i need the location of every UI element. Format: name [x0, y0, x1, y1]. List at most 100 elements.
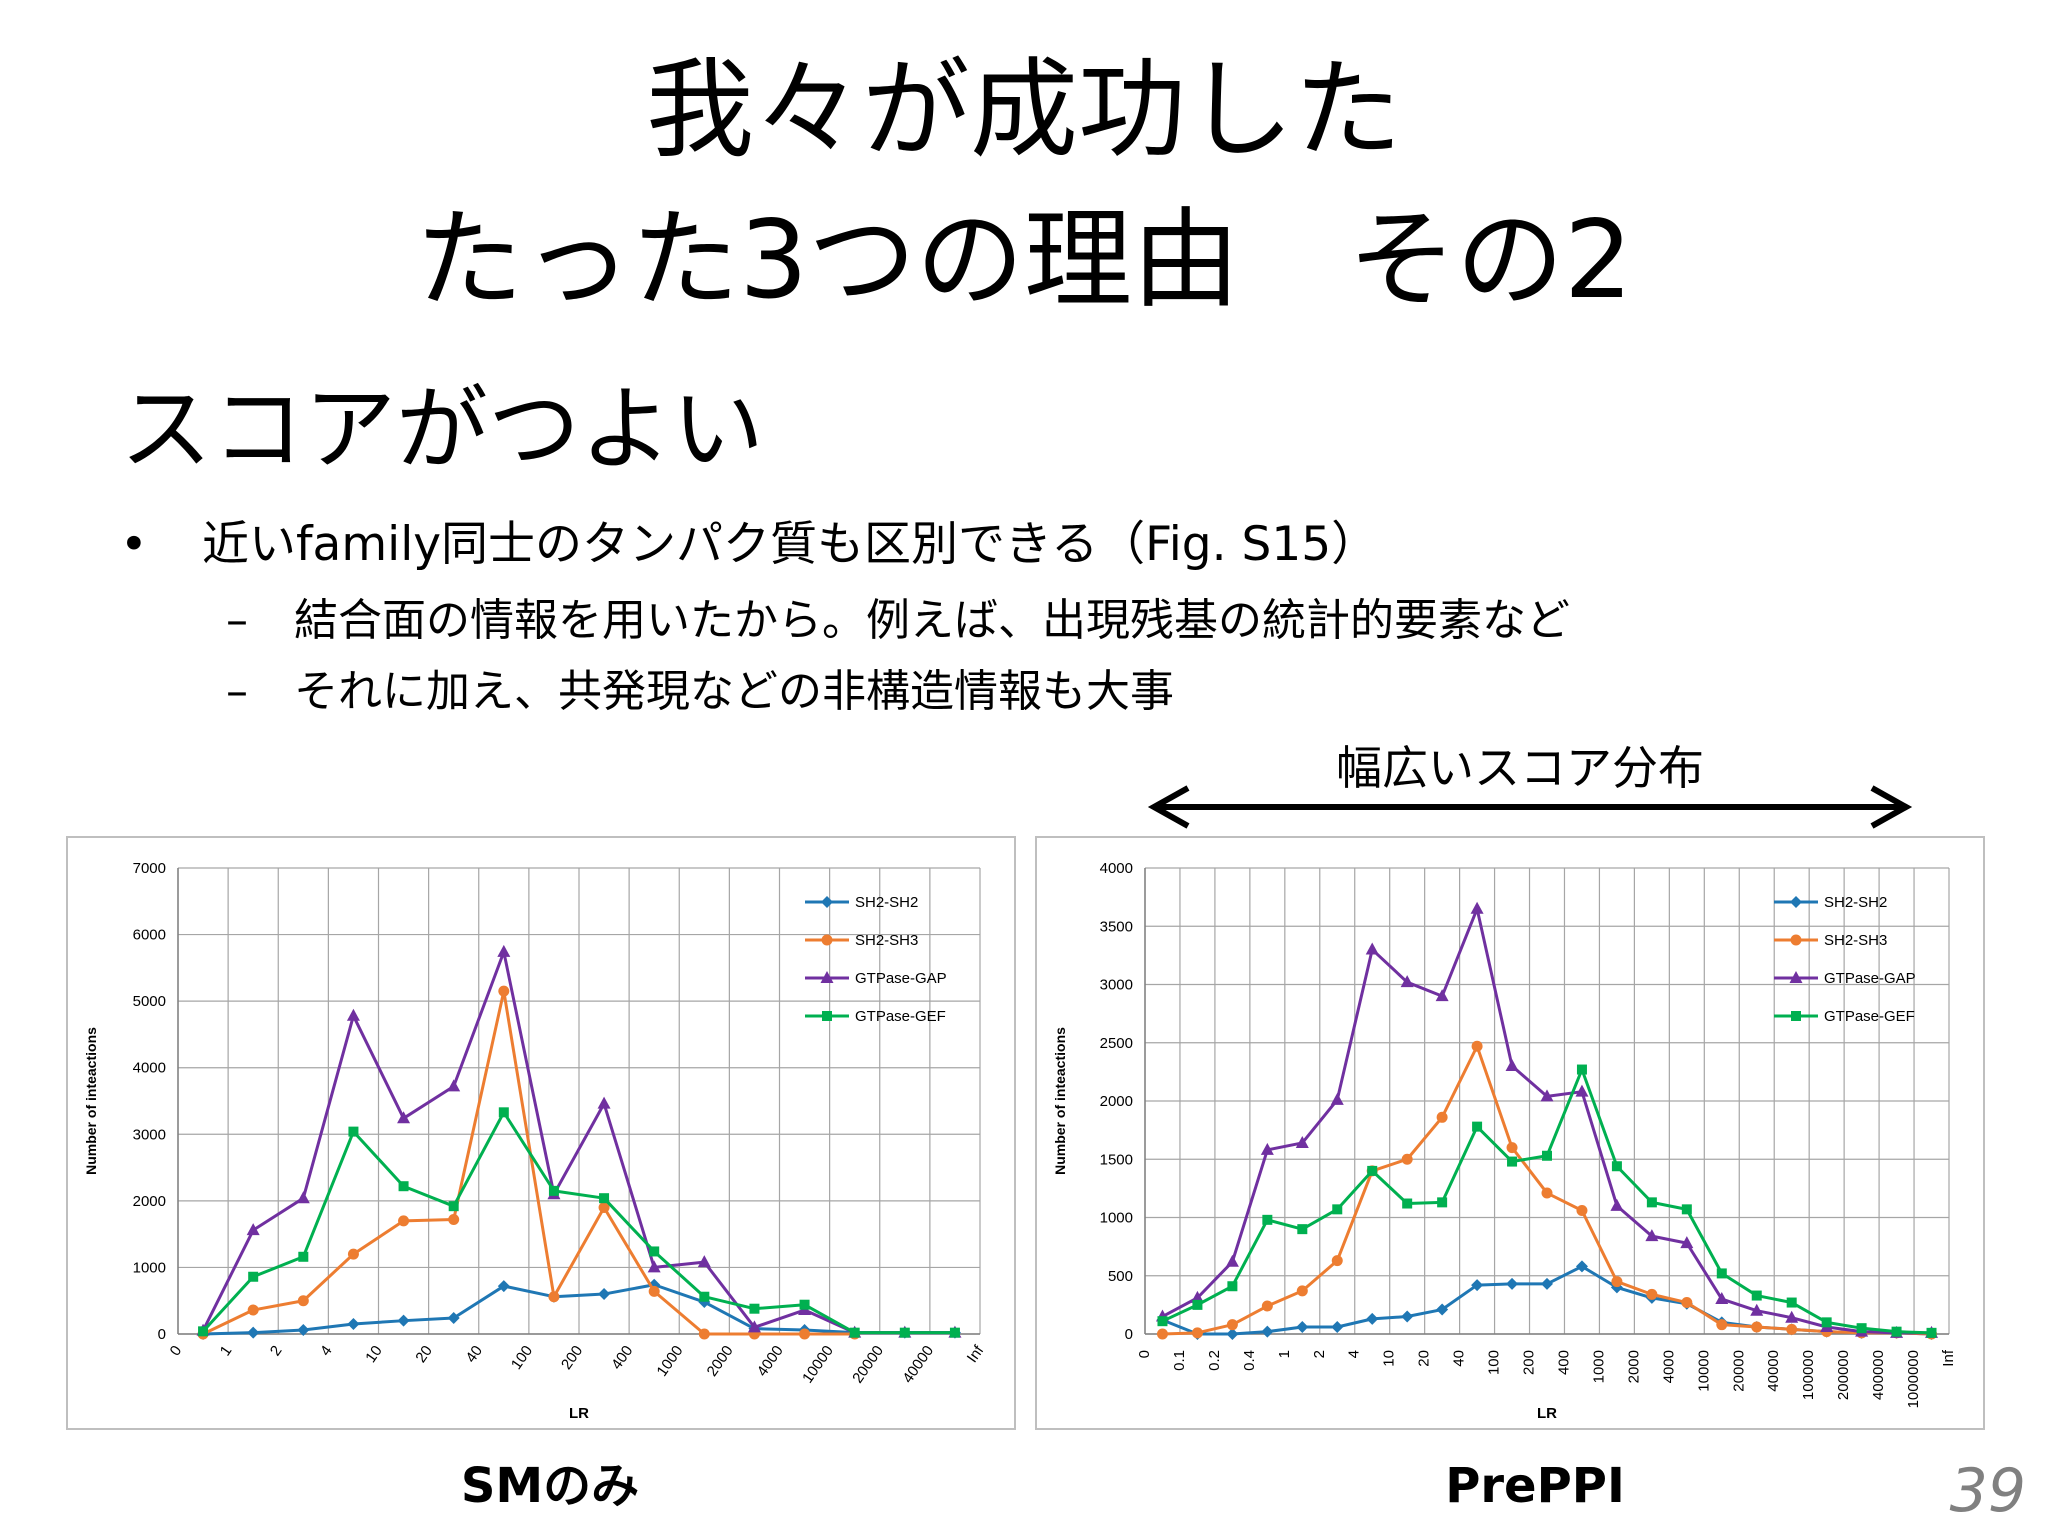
y-tick-label: 2000 — [133, 1193, 166, 1210]
line-chart-sm: 0 1000 2000 3000 4000 5000 6000 7000 0 1 2 4 10 20 40 1… — [83, 860, 988, 1422]
data-point-sh2-sh2 — [1261, 1325, 1274, 1338]
data-point-gtpase-gap — [296, 1191, 310, 1204]
data-point-gtpase-gef — [1437, 1197, 1448, 1208]
data-point-gtpase-gef — [1926, 1327, 1937, 1338]
data-point-gtpase-gef — [1821, 1317, 1832, 1328]
legend-marker — [1790, 896, 1802, 908]
data-point-sh2-sh2 — [1296, 1321, 1309, 1334]
legend-label: GTPase-GEF — [1824, 1008, 1915, 1025]
data-point-gtpase-gap — [1540, 1089, 1554, 1102]
data-point-sh2-sh3 — [1156, 1328, 1168, 1340]
data-point-sh2-sh3 — [1191, 1327, 1203, 1339]
data-point-gtpase-gap — [697, 1255, 711, 1268]
data-point-sh2-sh2 — [1471, 1279, 1484, 1292]
x-tick-label: 2 — [267, 1343, 286, 1360]
data-point-gtpase-gef — [1611, 1161, 1622, 1172]
series-line-gtpase-gef — [201, 1110, 955, 1335]
data-point-sh2-sh3 — [698, 1328, 710, 1340]
chart-preppi: 0 500 1000 1500 2000 2500 3000 3500 4000 0 0.1 0.2 0… — [1035, 836, 1985, 1430]
y-tick-label: 1500 — [1100, 1151, 1133, 1168]
data-point-gtpase-gef — [398, 1181, 409, 1192]
data-point-gtpase-gap — [1365, 942, 1379, 955]
double-arrow-icon — [1147, 785, 1913, 829]
legend-label: SH2-SH2 — [855, 894, 918, 911]
data-point-gtpase-gef — [1576, 1064, 1587, 1075]
data-point-sh2-sh2 — [497, 1280, 510, 1293]
legend-marker — [821, 934, 833, 946]
x-tick-label: 4 — [317, 1343, 336, 1360]
data-point-sh2-sh3 — [247, 1304, 259, 1316]
data-point-sh2-sh3 — [1331, 1255, 1343, 1267]
y-tick-label: 2500 — [1100, 1035, 1133, 1052]
y-tick-label: 3500 — [1100, 918, 1133, 935]
data-point-gtpase-gef — [1856, 1323, 1867, 1334]
data-point-gtpase-gap — [597, 1096, 611, 1109]
x-tick-label: 0 — [1136, 1350, 1153, 1358]
series-line-gtpase-gef — [1161, 1068, 1932, 1335]
x-tick-label: 0.1 — [1171, 1350, 1188, 1371]
legend-marker — [1791, 1011, 1801, 1021]
data-point-sh2-sh3 — [1436, 1111, 1448, 1123]
legend-label: SH2-SH3 — [1824, 932, 1887, 949]
data-point-gtpase-gap — [647, 1260, 661, 1273]
data-point-gtpase-gap — [397, 1111, 411, 1124]
x-tick-label: 10 — [362, 1343, 385, 1366]
data-point-sh2-sh2 — [648, 1278, 661, 1291]
legend-label: GTPase-GAP — [855, 970, 947, 987]
data-point-gtpase-gap — [1435, 989, 1449, 1002]
x-tick-label: 20 — [412, 1343, 435, 1366]
data-point-gtpase-gef — [548, 1185, 559, 1196]
x-tick-label: Inf — [964, 1342, 988, 1366]
data-point-gtpase-gef — [1542, 1150, 1552, 1161]
x-tick-label: 0.2 — [1206, 1350, 1223, 1371]
data-point-sh2-sh2 — [1506, 1277, 1519, 1290]
y-tick-label: 3000 — [1100, 977, 1133, 994]
data-point-sh2-sh2 — [297, 1324, 310, 1337]
data-point-gtpase-gef — [1157, 1316, 1168, 1327]
bullet-marker: • — [120, 517, 148, 572]
legend-marker — [820, 971, 834, 983]
data-point-gtpase-gef — [899, 1327, 910, 1338]
data-point-sh2-sh3 — [548, 1291, 560, 1303]
x-tick-label: 40 — [1451, 1350, 1468, 1367]
data-point-gtpase-gap — [747, 1320, 761, 1333]
data-point-gtpase-gef — [1507, 1156, 1518, 1167]
data-point-gtpase-gap — [447, 1079, 461, 1092]
y-tick-label: 3000 — [133, 1126, 166, 1143]
data-point-gtpase-gef — [1786, 1297, 1797, 1308]
data-point-gtpase-gef — [248, 1271, 259, 1282]
series-line-sh2-sh3 — [202, 989, 855, 1336]
data-point-sh2-sh3 — [297, 1295, 309, 1307]
x-tick-label: 200000 — [1835, 1350, 1852, 1400]
data-point-sh2-sh2 — [1436, 1303, 1449, 1316]
y-tick-label: 7000 — [133, 860, 166, 877]
legend-label: GTPase-GEF — [855, 1008, 946, 1025]
data-point-sh2-sh2 — [1331, 1321, 1344, 1334]
data-point-gtpase-gap — [1750, 1303, 1764, 1316]
bullet-item: • 近いfamily同士のタンパク質も区別できる（Fig. S15） — [120, 515, 1378, 575]
x-tick-label: 2 — [1311, 1350, 1328, 1358]
data-point-sh2-sh2 — [1541, 1277, 1553, 1290]
data-point-gtpase-gef — [198, 1326, 209, 1337]
x-tick-label: 400000 — [1870, 1350, 1887, 1400]
x-tick-label: 20 — [1416, 1350, 1433, 1367]
data-point-sh2-sh3 — [1786, 1323, 1798, 1335]
x-tick-label: 200 — [1521, 1350, 1538, 1375]
data-point-sh2-sh2 — [598, 1288, 611, 1301]
x-tick-label: 200 — [558, 1343, 586, 1373]
subbullet-text: それに加え、共発現などの非構造情報も大事 — [294, 666, 1174, 717]
data-point-gtpase-gef — [1332, 1204, 1343, 1215]
data-point-gtpase-gef — [348, 1126, 359, 1137]
chart-sm-only: 0 1000 2000 3000 4000 5000 6000 7000 0 1 2 4 10 20 40 1… — [66, 836, 1016, 1430]
section-heading: スコアがつよい — [120, 376, 765, 483]
data-point-gtpase-gap — [1715, 1292, 1729, 1305]
x-tick-label: 0 — [167, 1343, 186, 1360]
data-point-gtpase-gap — [1645, 1229, 1659, 1242]
data-point-gtpase-gef — [1716, 1268, 1727, 1279]
data-point-sh2-sh3 — [1226, 1319, 1238, 1331]
y-tick-label: 0 — [1125, 1326, 1133, 1343]
data-point-sh2-sh3 — [448, 1213, 460, 1225]
data-point-sh2-sh3 — [799, 1328, 811, 1340]
x-tick-label: Inf — [1940, 1349, 1957, 1367]
